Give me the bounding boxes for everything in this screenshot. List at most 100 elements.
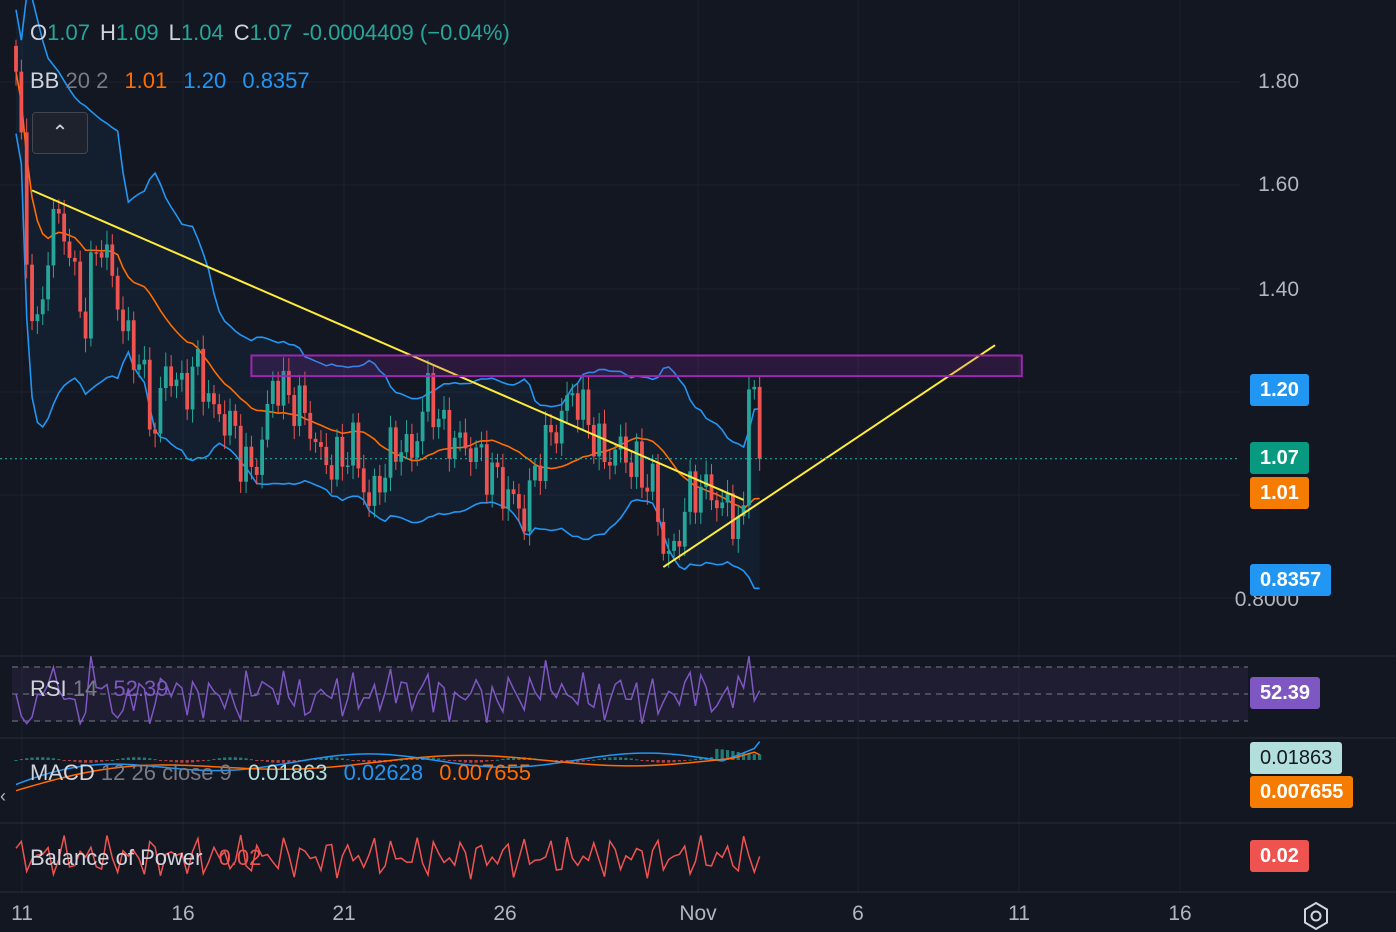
macd-histogram-bar xyxy=(463,760,467,763)
candle-body xyxy=(410,434,414,458)
macd-histogram-bar xyxy=(148,758,152,760)
macd-legend[interactable]: MACD 12 26 close 9 0.01863 0.02628 0.007… xyxy=(30,760,531,786)
time-tick: 11 xyxy=(11,902,33,925)
macd-histogram-bar xyxy=(292,760,296,762)
macd-histogram-bar xyxy=(576,760,580,763)
candle-body xyxy=(393,427,398,462)
macd-histogram-bar xyxy=(239,757,243,760)
candle-body xyxy=(201,348,206,402)
bop-name: Balance of Power xyxy=(30,845,203,870)
macd-histogram-bar xyxy=(271,760,275,763)
descending-trendline xyxy=(31,189,744,501)
bb-upper-value: 1.20 xyxy=(183,68,227,93)
candle-body xyxy=(436,418,441,428)
macd-histogram-bar xyxy=(83,760,88,763)
candle-body xyxy=(14,45,18,72)
macd-histogram-bar xyxy=(25,758,29,760)
candle-body xyxy=(645,487,650,492)
macd-histogram-bar xyxy=(137,757,141,760)
macd-histogram-bar xyxy=(715,748,719,760)
macd-histogram-bar xyxy=(116,758,120,760)
price-tick: 1.60 xyxy=(1258,173,1299,196)
macd-histogram-bar xyxy=(474,760,478,763)
bb-params: 20 2 xyxy=(65,68,109,93)
candle-body xyxy=(474,447,478,462)
macd-name: MACD xyxy=(30,760,95,785)
settings-gear-icon[interactable] xyxy=(1300,900,1332,932)
candle-body xyxy=(94,252,99,254)
macd-histogram-bar xyxy=(62,760,66,761)
time-tick: Nov xyxy=(679,902,717,925)
macd-histogram-bar xyxy=(46,757,50,760)
candle-body xyxy=(538,465,543,481)
bollinger-fill xyxy=(16,0,760,589)
ascending-trendline xyxy=(662,344,996,568)
macd-histogram-bar xyxy=(458,760,462,762)
bop-pane xyxy=(15,834,761,880)
candle-body xyxy=(752,386,757,390)
candle-body xyxy=(110,244,115,276)
candle-body xyxy=(83,311,88,339)
macd-histogram-bar xyxy=(495,759,500,761)
candle-body xyxy=(51,208,56,266)
macd-histogram-bar xyxy=(431,757,435,760)
collapse-legend-button[interactable]: ⌃ xyxy=(32,112,88,154)
candle-body xyxy=(506,489,511,509)
candle-body xyxy=(442,409,446,419)
macd-histogram-bar xyxy=(260,760,264,762)
candle-body xyxy=(629,462,634,477)
macd-histogram-bar xyxy=(185,760,189,763)
candle-body xyxy=(731,493,735,539)
time-tick: 11 xyxy=(1008,902,1030,925)
candle-body xyxy=(415,441,420,458)
macd-histogram-bar xyxy=(169,760,173,762)
rsi-legend[interactable]: RSI 14 52.39 xyxy=(30,676,168,702)
macd-histogram-bar xyxy=(244,758,248,760)
chevron-left-icon[interactable]: ‹ xyxy=(0,786,6,806)
last-price-badge: 1.07 xyxy=(1250,442,1309,474)
macd-histogram-bar xyxy=(725,750,730,760)
candle-body xyxy=(468,448,473,462)
macd-histogram-bar xyxy=(437,758,441,760)
bb-lower-badge: 0.8357 xyxy=(1250,564,1332,596)
macd-histogram-bar xyxy=(752,754,756,760)
candle-body xyxy=(709,474,714,501)
macd-histogram-bar xyxy=(180,760,184,763)
candle-body xyxy=(495,462,500,468)
bb-lower-value: 0.8357 xyxy=(242,68,310,93)
candle-body xyxy=(254,466,259,475)
macd-histogram-bar xyxy=(720,749,724,760)
macd-histogram-bar xyxy=(223,757,227,760)
low-value: 1.04 xyxy=(180,20,224,45)
candle-body xyxy=(383,477,388,493)
candle-body xyxy=(329,465,334,480)
macd-line-value: 0.02628 xyxy=(343,760,424,785)
bop-legend[interactable]: Balance of Power 0.02 xyxy=(30,845,261,871)
price-tick: 1.80 xyxy=(1258,70,1299,93)
candle-body xyxy=(586,389,591,425)
candle-body xyxy=(35,314,40,322)
candle-body xyxy=(281,370,286,406)
macd-histogram-bar xyxy=(469,760,473,763)
ohlc-legend: O1.07 H1.09 L1.04 C1.07 -0.0004409 (−0.04%) xyxy=(30,20,510,46)
candle-body xyxy=(142,359,147,365)
rsi-params: 14 xyxy=(72,676,98,701)
macd-histogram-bar xyxy=(164,760,168,762)
macd-histogram-bar xyxy=(597,758,601,760)
close-key: C xyxy=(233,20,250,45)
rsi-pane xyxy=(12,656,1248,726)
candle-body xyxy=(115,275,120,310)
candle-body xyxy=(217,404,222,415)
macd-hist-badge: 0.01863 xyxy=(1250,742,1343,774)
macd-histogram-bar xyxy=(281,760,286,763)
candle-body xyxy=(249,446,254,467)
macd-histogram-bar xyxy=(158,760,163,761)
macd-histogram-bar xyxy=(255,760,259,761)
bb-legend[interactable]: BB 20 2 1.01 1.20 0.8357 xyxy=(30,68,310,94)
macd-histogram-bar xyxy=(78,760,82,763)
macd-histogram-bar xyxy=(479,760,484,763)
grid xyxy=(0,0,1396,893)
macd-histogram-bar xyxy=(742,752,746,760)
drawings[interactable] xyxy=(31,189,1023,568)
